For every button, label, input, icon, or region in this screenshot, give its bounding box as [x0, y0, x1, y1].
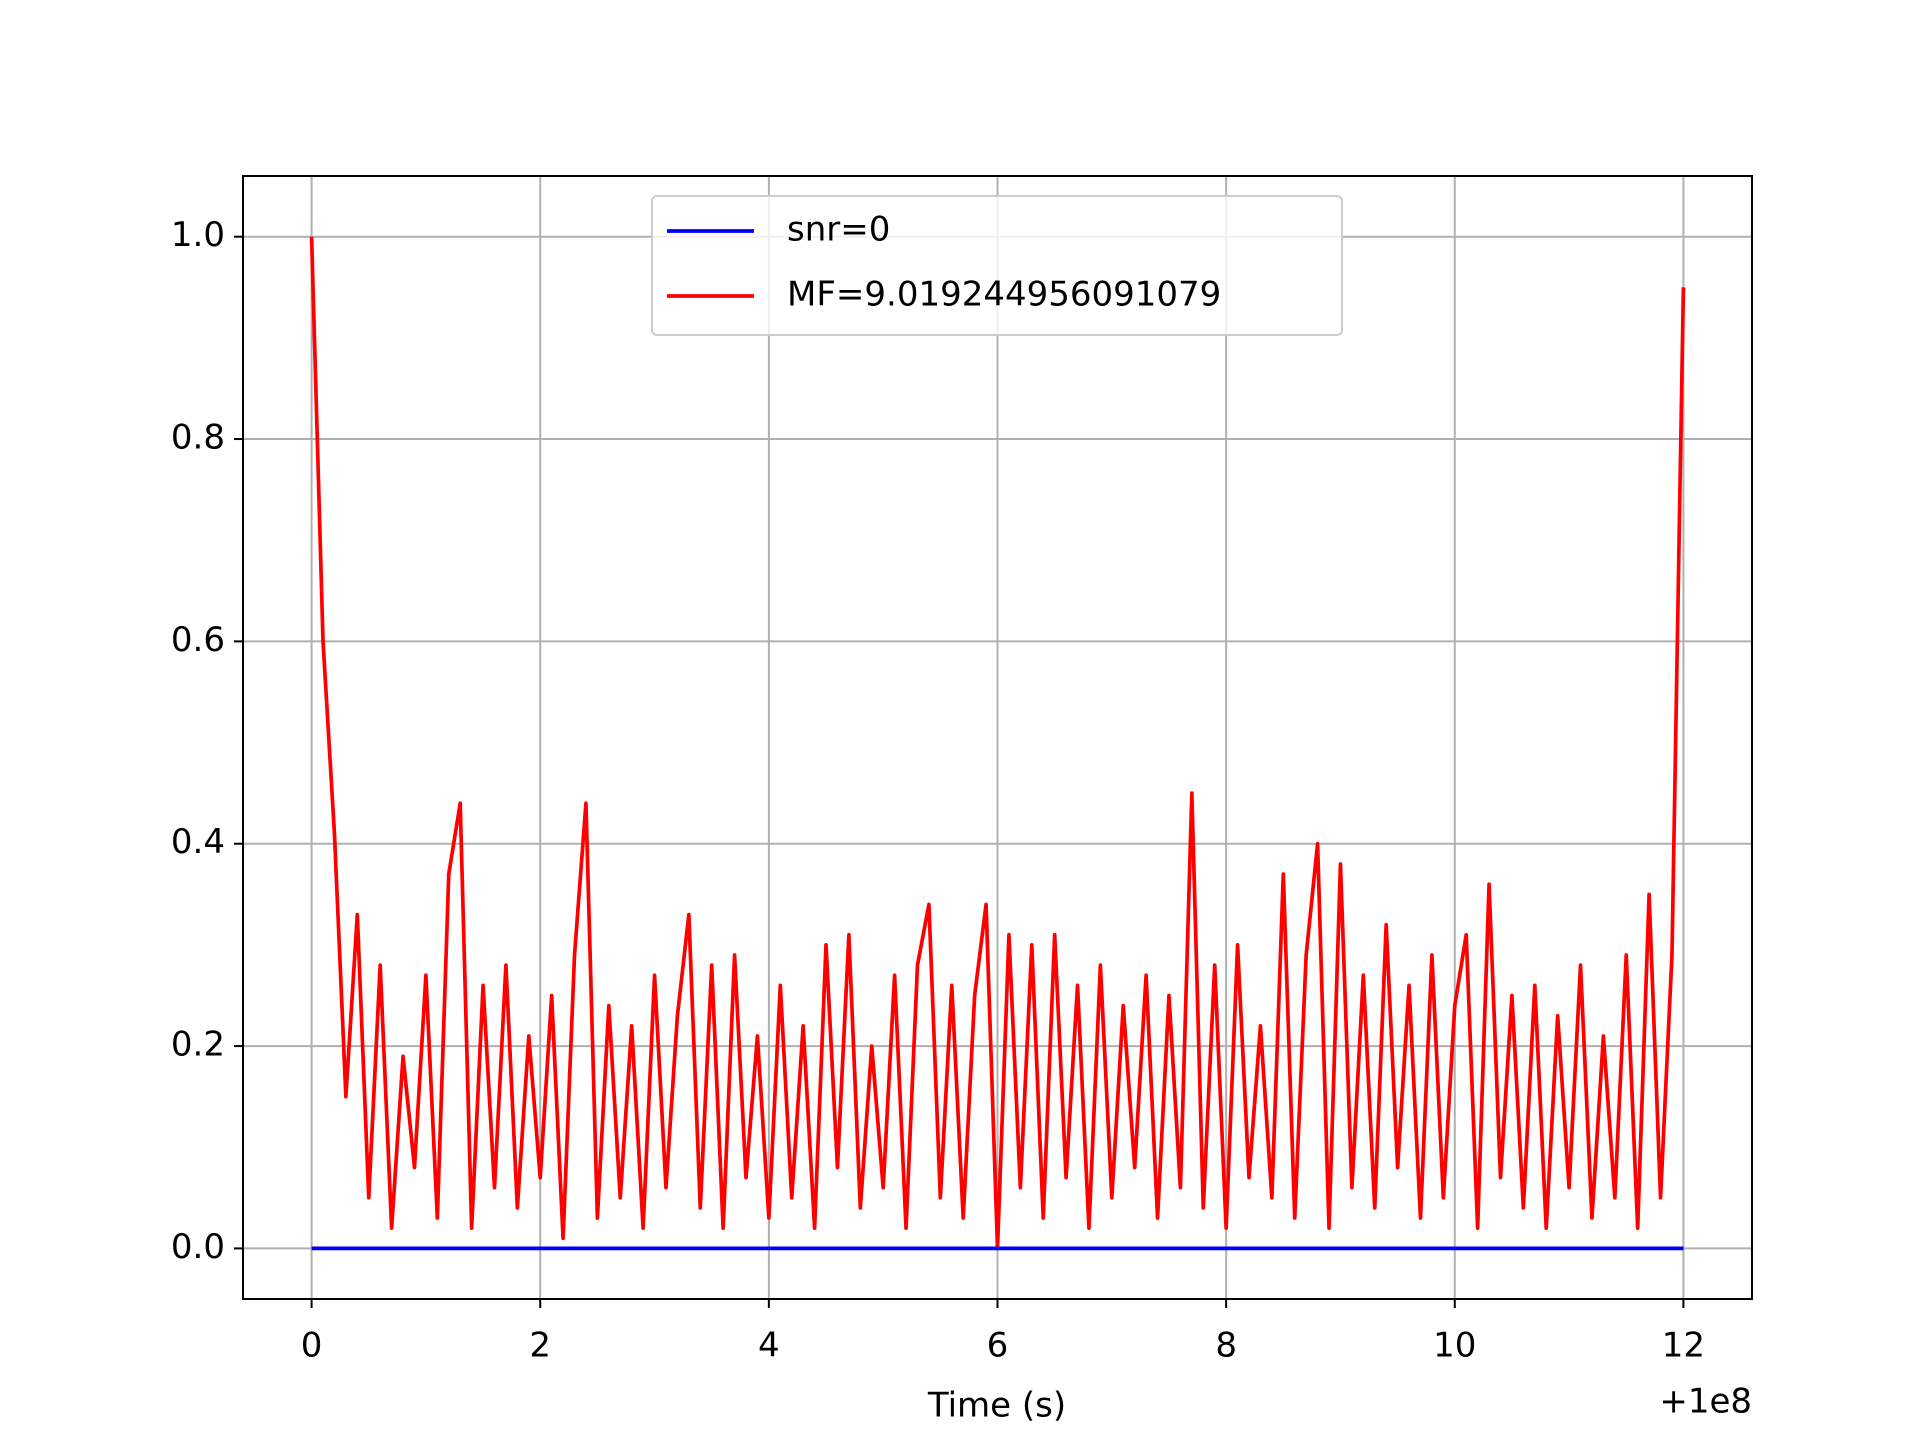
x-tick-label: 2 [529, 1326, 551, 1366]
y-tick-label: 1.0 [171, 215, 225, 255]
y-tick-label: 0.0 [171, 1227, 225, 1267]
x-tick-label: 8 [1215, 1326, 1237, 1366]
x-tick-label: 10 [1433, 1326, 1476, 1366]
y-tick-label: 0.4 [171, 822, 225, 862]
y-tick-label: 0.6 [171, 620, 225, 660]
y-tick-label: 0.8 [171, 418, 225, 458]
legend-label: MF=9.019244956091079 [787, 275, 1221, 315]
x-axis-label: Time (s) [927, 1386, 1066, 1426]
x-offset-label: +1e8 [1659, 1382, 1752, 1422]
x-tick-label: 12 [1662, 1326, 1705, 1366]
y-tick-label: 0.2 [171, 1025, 225, 1065]
legend-label: snr=0 [787, 210, 890, 250]
x-tick-label: 6 [987, 1326, 1009, 1366]
legend-box [651, 195, 1343, 336]
plot-frame [242, 175, 1753, 1300]
x-tick-label: 4 [758, 1326, 780, 1366]
x-tick-label: 0 [301, 1326, 323, 1366]
